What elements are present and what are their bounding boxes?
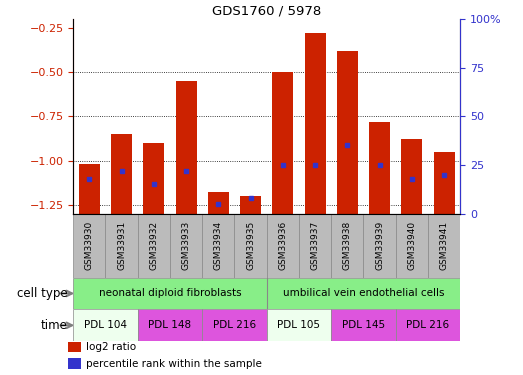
FancyBboxPatch shape: [331, 309, 396, 341]
Bar: [434, 152, 454, 214]
Text: GSM33931: GSM33931: [117, 221, 126, 270]
FancyBboxPatch shape: [138, 214, 170, 278]
Text: log2 ratio: log2 ratio: [86, 342, 137, 352]
Text: GSM33938: GSM33938: [343, 221, 352, 270]
Bar: [272, 72, 293, 214]
Bar: [304, 33, 326, 214]
Bar: [240, 196, 261, 214]
Title: GDS1760 / 5978: GDS1760 / 5978: [212, 4, 321, 18]
Text: GSM33937: GSM33937: [311, 221, 320, 270]
FancyBboxPatch shape: [73, 309, 138, 341]
Text: GSM33933: GSM33933: [181, 221, 190, 270]
Text: PDL 145: PDL 145: [342, 320, 385, 330]
FancyBboxPatch shape: [73, 278, 460, 309]
Bar: [143, 143, 164, 214]
Bar: [79, 164, 100, 214]
Text: GSM33935: GSM33935: [246, 221, 255, 270]
Bar: [337, 51, 358, 214]
FancyBboxPatch shape: [73, 214, 106, 278]
FancyBboxPatch shape: [234, 214, 267, 278]
Text: time: time: [41, 319, 68, 332]
Text: PDL 104: PDL 104: [84, 320, 127, 330]
FancyBboxPatch shape: [138, 309, 202, 341]
FancyBboxPatch shape: [170, 214, 202, 278]
Text: GSM33934: GSM33934: [214, 221, 223, 270]
Text: neonatal diploid fibroblasts: neonatal diploid fibroblasts: [99, 288, 241, 298]
Text: GSM33941: GSM33941: [440, 221, 449, 270]
FancyBboxPatch shape: [202, 214, 234, 278]
FancyBboxPatch shape: [331, 214, 363, 278]
FancyBboxPatch shape: [363, 214, 396, 278]
FancyBboxPatch shape: [428, 214, 460, 278]
Text: PDL 148: PDL 148: [149, 320, 191, 330]
FancyBboxPatch shape: [267, 214, 299, 278]
Bar: [176, 81, 197, 214]
FancyBboxPatch shape: [267, 309, 331, 341]
Text: PDL 216: PDL 216: [406, 320, 450, 330]
Bar: [68, 342, 81, 352]
FancyBboxPatch shape: [299, 214, 331, 278]
Text: PDL 216: PDL 216: [213, 320, 256, 330]
FancyBboxPatch shape: [396, 214, 428, 278]
Bar: [68, 358, 81, 369]
Bar: [208, 192, 229, 214]
Bar: [369, 122, 390, 214]
Text: GSM33939: GSM33939: [375, 221, 384, 270]
Text: PDL 105: PDL 105: [278, 320, 321, 330]
Text: umbilical vein endothelial cells: umbilical vein endothelial cells: [283, 288, 444, 298]
FancyBboxPatch shape: [106, 214, 138, 278]
Text: GSM33936: GSM33936: [278, 221, 287, 270]
Bar: [111, 134, 132, 214]
Bar: [401, 139, 423, 214]
Text: GSM33930: GSM33930: [85, 221, 94, 270]
Text: cell type: cell type: [17, 287, 68, 300]
FancyBboxPatch shape: [202, 309, 267, 341]
Text: GSM33940: GSM33940: [407, 221, 416, 270]
FancyBboxPatch shape: [396, 309, 460, 341]
Text: GSM33932: GSM33932: [150, 221, 158, 270]
Text: percentile rank within the sample: percentile rank within the sample: [86, 358, 262, 369]
